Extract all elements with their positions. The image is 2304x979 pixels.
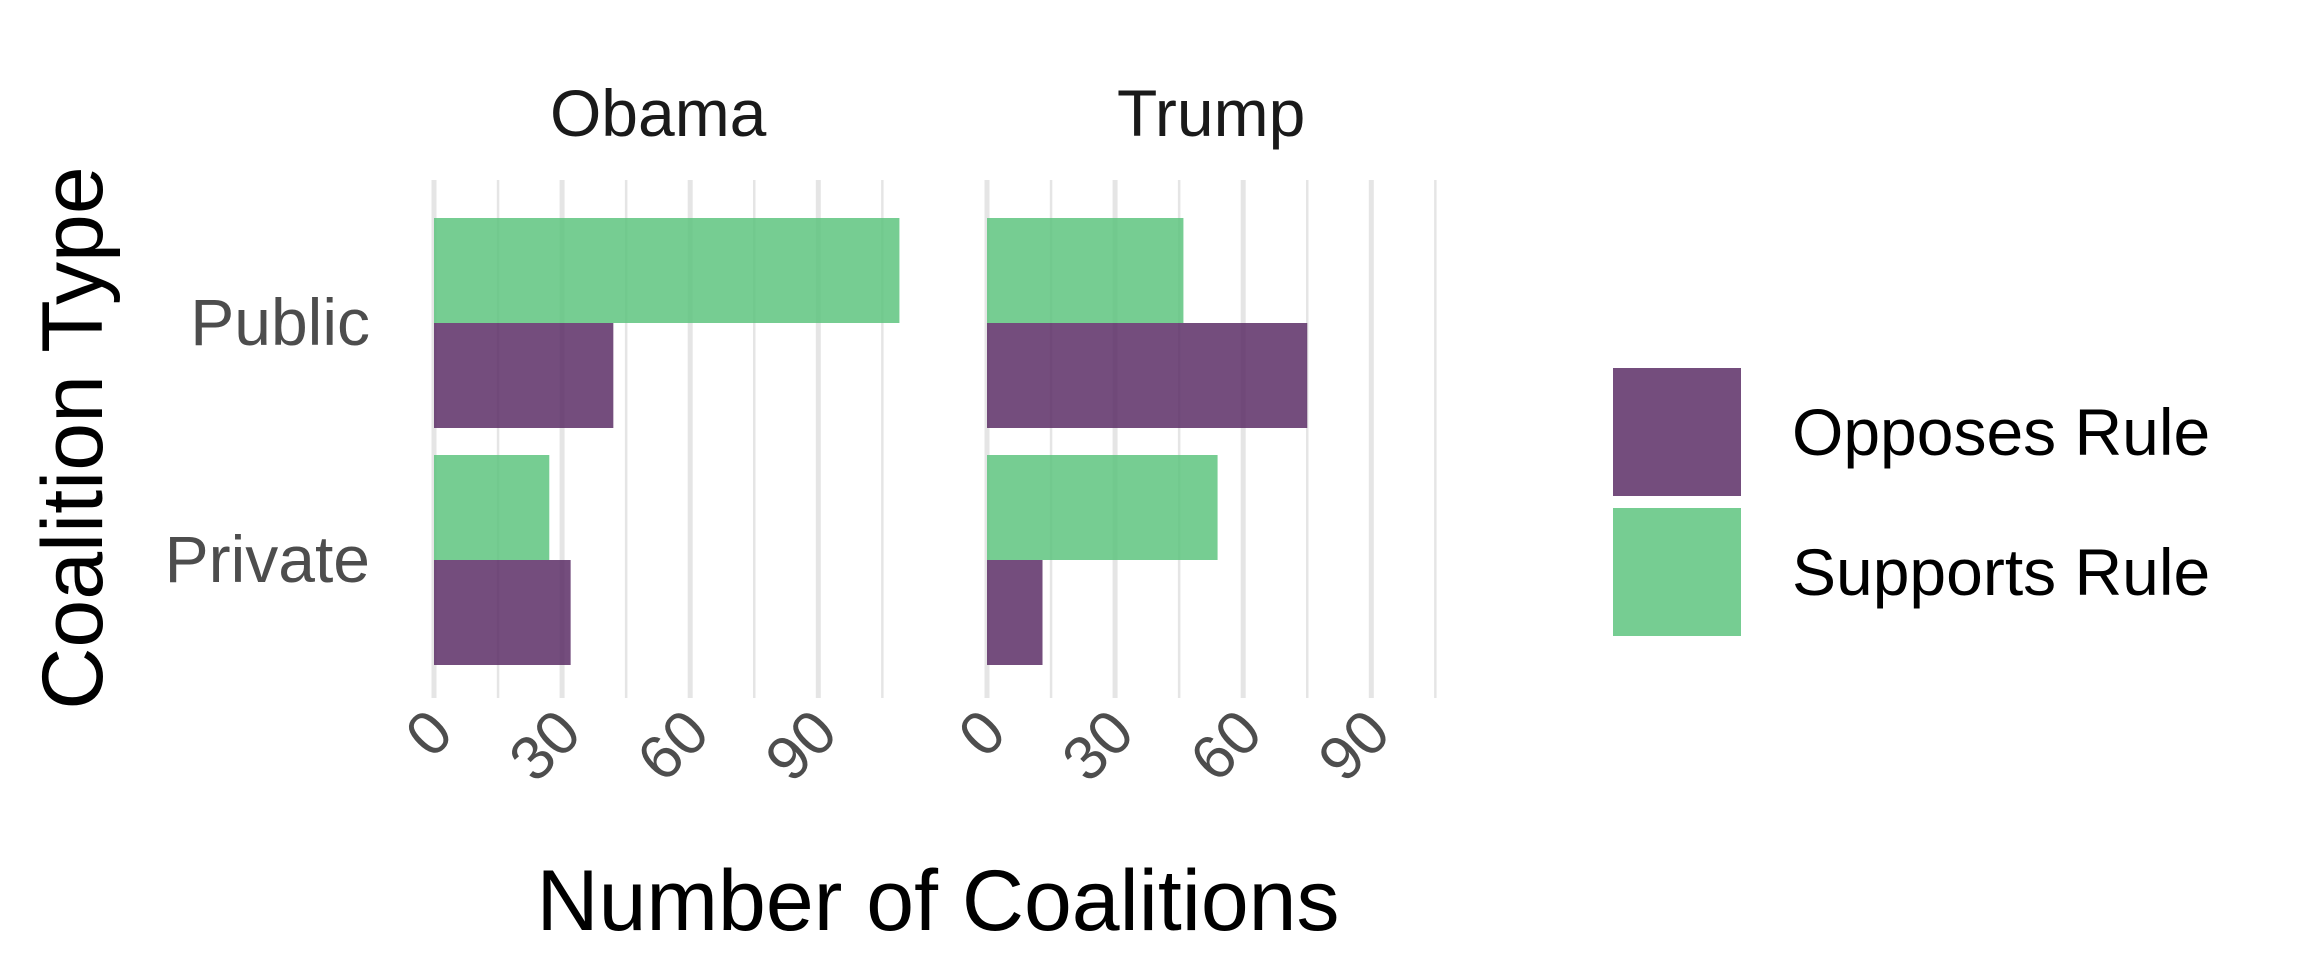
bar-trump-private-opposes xyxy=(987,560,1043,665)
facet-title-obama: Obama xyxy=(550,76,767,150)
y-tick-label-public: Public xyxy=(190,285,370,359)
bar-trump-public-opposes xyxy=(987,323,1308,428)
x-tick-label: 90 xyxy=(1306,697,1404,795)
x-tick-label: 60 xyxy=(625,697,723,795)
label-layer: Public Private Obama 0 30 60 90 Trump 0 30 60 90 xyxy=(165,76,1404,795)
legend-label-opposes: Opposes Rule xyxy=(1792,395,2210,469)
bar-obama-public-opposes xyxy=(434,323,614,428)
bar-obama-public-supports xyxy=(434,218,900,323)
legend-key-opposes xyxy=(1613,368,1741,496)
y-tick-label-private: Private xyxy=(165,522,370,596)
x-tick-label: 60 xyxy=(1178,697,1276,795)
x-tick-label: 0 xyxy=(946,697,1019,770)
bar-obama-private-supports xyxy=(434,455,550,560)
legend-key-supports xyxy=(1613,508,1741,636)
bar-trump-private-supports xyxy=(987,455,1218,560)
legend: Opposes Rule Supports Rule xyxy=(1613,368,2210,636)
x-tick-label: 30 xyxy=(1049,697,1147,795)
y-axis-title: Coalition Type xyxy=(25,166,121,709)
x-axis-title: Number of Coalitions xyxy=(536,853,1339,949)
bar-trump-public-supports xyxy=(987,218,1184,323)
legend-label-supports: Supports Rule xyxy=(1792,535,2210,609)
x-tick-label: 30 xyxy=(496,697,594,795)
bar-obama-private-opposes xyxy=(434,560,571,665)
bar-layer xyxy=(434,218,1308,665)
x-tick-label: 0 xyxy=(393,697,466,770)
facet-title-trump: Trump xyxy=(1117,76,1305,150)
x-tick-label: 90 xyxy=(753,697,851,795)
